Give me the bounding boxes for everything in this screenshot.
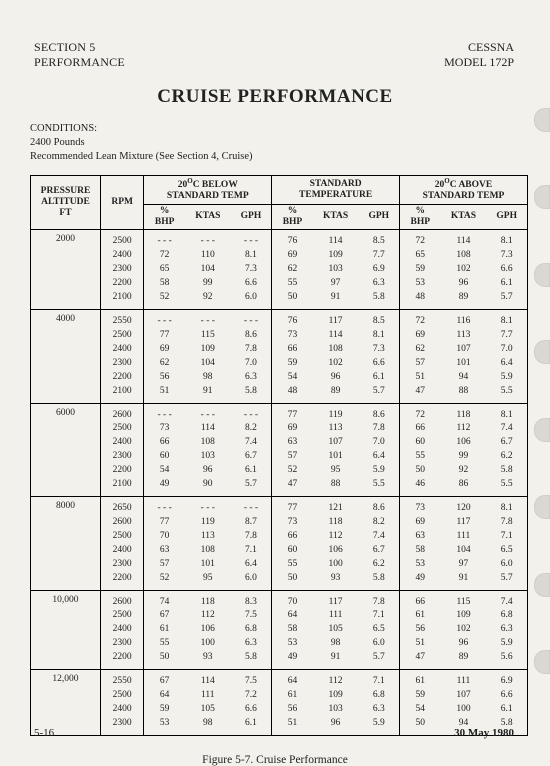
page-date: 30 May 1980 — [454, 727, 514, 739]
table-row: 40002550- - -- - -- - -761178.5721168.1 — [31, 309, 528, 328]
conditions-label: CONDITIONS: — [30, 122, 520, 136]
binding-notch — [534, 340, 550, 364]
table-row: 2300551006.353986.051965.9 — [31, 637, 528, 651]
table-row: 2500641117.2611096.8591076.6 — [31, 689, 528, 703]
table-row: 2500731148.2691137.8661127.4 — [31, 422, 528, 436]
table-row: 2400661087.4631077.0601066.7 — [31, 436, 528, 450]
section-label: SECTION 5 — [34, 40, 125, 55]
table-row: 220058996.655976.353966.1 — [31, 277, 528, 291]
table-row: 2500671127.5641117.1611096.8 — [31, 609, 528, 623]
table-row: 2400691097.8661087.3621077.0 — [31, 342, 528, 356]
table-row: 230053986.151965.950945.8 — [31, 716, 528, 735]
binding-notch — [534, 185, 550, 209]
binding-notch — [534, 263, 550, 287]
table-row: 2400721108.1691097.7651087.3 — [31, 249, 528, 263]
table-row: 2400631087.1601066.7581046.5 — [31, 543, 528, 557]
binding-notch — [534, 108, 550, 132]
binding-notch — [534, 495, 550, 519]
binding-notch — [534, 573, 550, 597]
model-label: MODEL 172P — [444, 55, 514, 70]
table-row: 10,0002600741188.3701177.8661157.4 — [31, 590, 528, 609]
conditions-line2: Recommended Lean Mixture (See Section 4,… — [30, 150, 520, 164]
binding-notch — [534, 650, 550, 674]
table-row: 220054966.152955.950925.8 — [31, 464, 528, 478]
table-row: 2300621047.0591026.6571016.4 — [31, 356, 528, 370]
table-row: 2500701137.8661127.4631117.1 — [31, 529, 528, 543]
table-row: 220056986.354966.151945.9 — [31, 370, 528, 384]
table-row: 2300571016.4551006.253976.0 — [31, 557, 528, 571]
table-row: 60002600- - -- - -- - -771198.6721188.1 — [31, 403, 528, 422]
table-row: 2600771198.7731188.2691177.8 — [31, 515, 528, 529]
table-row: 2300651047.3621036.9591026.6 — [31, 263, 528, 277]
figure-caption: Figure 5-7. Cruise Performance — [30, 754, 520, 766]
make-label: CESSNA — [444, 40, 514, 55]
table-row: 80002650- - -- - -- - -771218.6731208.1 — [31, 497, 528, 516]
table-row: 210052926.050915.848895.7 — [31, 291, 528, 310]
binding-notch — [534, 418, 550, 442]
table-row: 210049905.747885.546865.5 — [31, 478, 528, 497]
page-number: 5-16 — [34, 727, 54, 739]
table-row: 2400611066.8581056.5561026.3 — [31, 623, 528, 637]
table-row: 210051915.848895.747885.5 — [31, 384, 528, 403]
cruise-performance-table: PRESSUREALTITUDEFTRPM20OC BELOWSTANDARD … — [30, 175, 528, 736]
table-row: 220052956.050935.849915.7 — [31, 571, 528, 590]
table-row: 220050935.849915.747895.6 — [31, 651, 528, 670]
table-row: 2300601036.7571016.455996.2 — [31, 450, 528, 464]
table-row: 12,0002550671147.5641127.1611116.9 — [31, 670, 528, 689]
conditions-line1: 2400 Pounds — [30, 136, 520, 150]
table-row: 2400591056.6561036.3541006.1 — [31, 703, 528, 717]
page-title: CRUISE PERFORMANCE — [30, 86, 520, 108]
subsection-label: PERFORMANCE — [34, 55, 125, 70]
table-row: 20002500- - -- - -- - -761148.5721148.1 — [31, 230, 528, 249]
table-row: 2500771158.6731148.1691137.7 — [31, 328, 528, 342]
